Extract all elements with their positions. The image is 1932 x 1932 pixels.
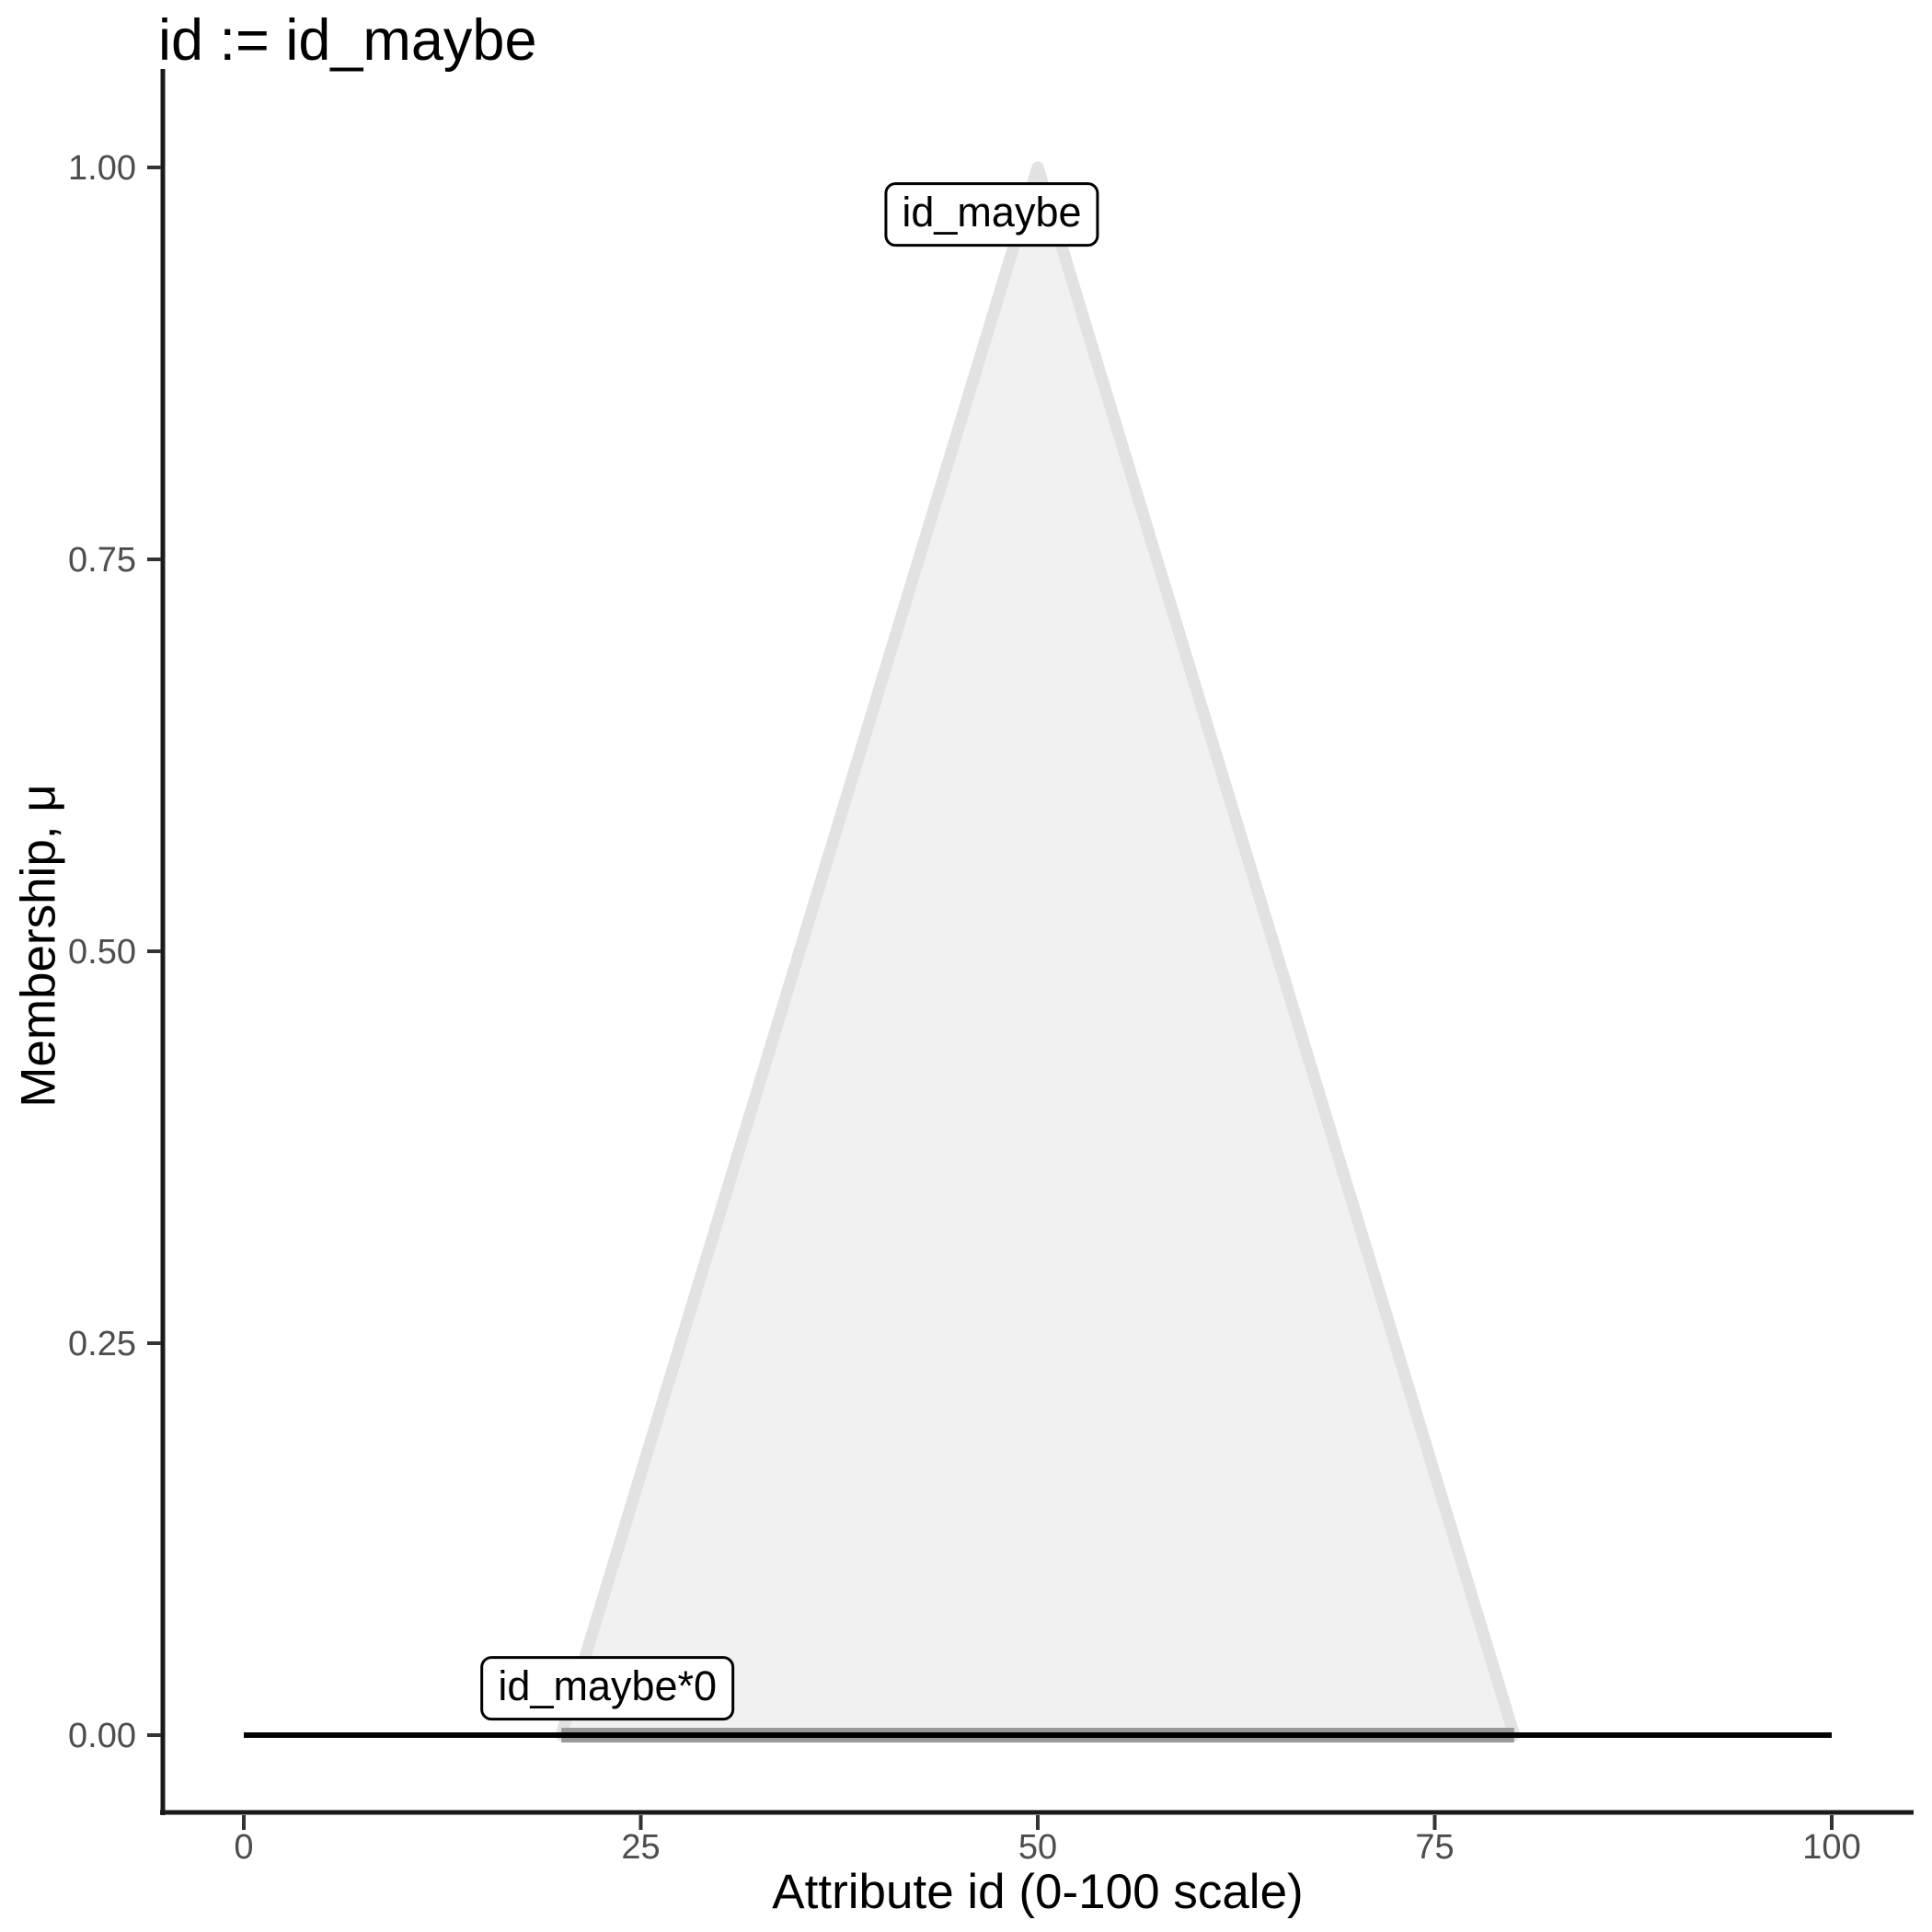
x-axis-title: Attribute id (0-100 scale) [772,1865,1304,1919]
label-id-maybe-text: id_maybe [902,189,1082,236]
y-axis-title: Membership, μ [11,784,66,1108]
y-tick-label: 1.00 [68,149,136,188]
label-id-maybe-times-zero-text: id_maybe*0 [498,1662,718,1709]
y-tick-label: 0.00 [68,1717,136,1755]
chart-series [244,161,1832,1742]
y-axis-ticks: 1.00 0.75 0.50 0.25 0.00 [68,149,161,1755]
x-axis-ticks: 0 25 50 75 100 [234,1815,1861,1867]
label-id-maybe-times-zero: id_maybe*0 [480,1656,735,1720]
x-tick-label: 50 [1018,1828,1057,1867]
y-tick-label: 0.75 [68,541,136,580]
series-id-maybe [555,161,1521,1742]
x-tick-label: 25 [621,1828,660,1867]
x-tick-label: 75 [1415,1828,1454,1867]
y-tick-label: 0.50 [68,933,136,972]
x-tick-label: 0 [234,1828,253,1867]
y-tick-label: 0.25 [68,1325,136,1363]
x-tick-label: 100 [1802,1828,1860,1867]
chart-title: id := id_maybe [158,8,537,73]
label-id-maybe: id_maybe [884,182,1099,247]
